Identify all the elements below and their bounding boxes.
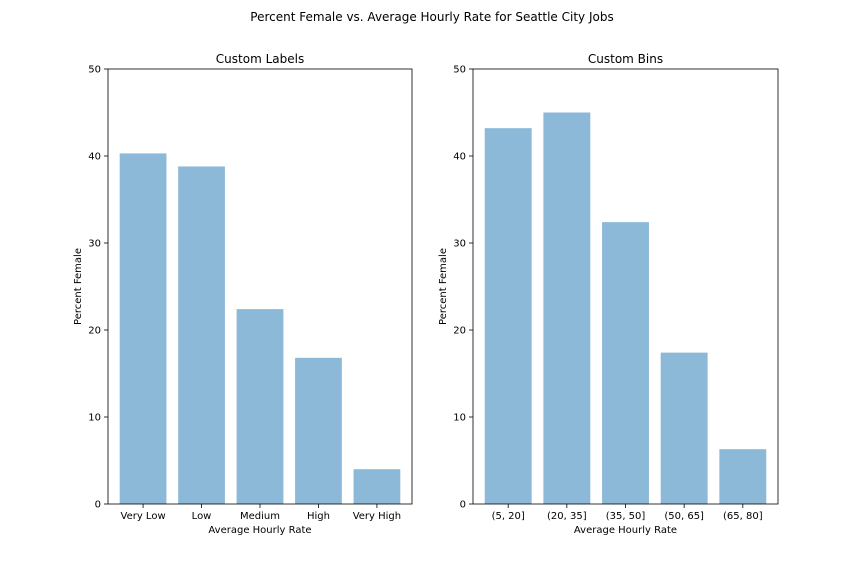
x-axis-label: Average Hourly Rate [574,525,677,536]
x-tick-label: High [307,511,330,522]
x-tick-label: (35, 50] [606,511,646,522]
chart-panel-1: Very Low Low Medium High Very High 0 10 20 30 40 5… [73,52,413,536]
y-tick-label: 10 [453,413,466,424]
y-tick-label: 50 [88,65,101,76]
y-tick-label: 0 [95,500,101,511]
y-tick-label: 20 [453,326,466,337]
chart-title: Custom Bins [588,52,663,66]
bar [602,222,649,504]
x-tick-label: (50, 65] [664,511,704,522]
figure-title: Percent Female vs. Average Hourly Rate f… [250,10,614,24]
x-axis-label: Average Hourly Rate [208,525,311,536]
chart-panel-2: (5, 20] (20, 35] (35, 50] (50, 65] (65, 80] 0… [438,52,779,536]
y-tick-label: 10 [88,413,101,424]
y-tick-label: 30 [453,239,466,250]
y-tick-label: 40 [453,152,466,163]
y-tick-label: 50 [453,65,466,76]
y-tick-label: 0 [460,500,466,511]
x-tick-label: (65, 80] [723,511,763,522]
bar [295,357,342,504]
chart-title: Custom Labels [216,52,304,66]
bar [660,352,708,504]
y-tick-label: 20 [88,326,101,337]
x-tick-label: Medium [240,511,280,522]
x-tick-label: Low [192,511,212,522]
y-tick-label: 40 [88,152,101,163]
y-axis-label: Percent Female [438,248,449,325]
x-tick-label: (20, 35] [547,511,587,522]
x-tick-label: (5, 20] [492,511,525,522]
bar [484,128,532,504]
axes-frame [107,68,413,505]
x-tick-label: Very High [353,511,401,522]
bar [119,153,167,504]
bar [353,469,401,504]
bar [543,112,591,504]
x-tick-label: Very Low [121,511,166,522]
bar [236,309,284,504]
axes-frame [472,68,779,505]
bar [178,166,225,504]
y-tick-label: 30 [88,239,101,250]
bar [719,449,767,504]
y-axis-label: Percent Female [73,248,84,325]
